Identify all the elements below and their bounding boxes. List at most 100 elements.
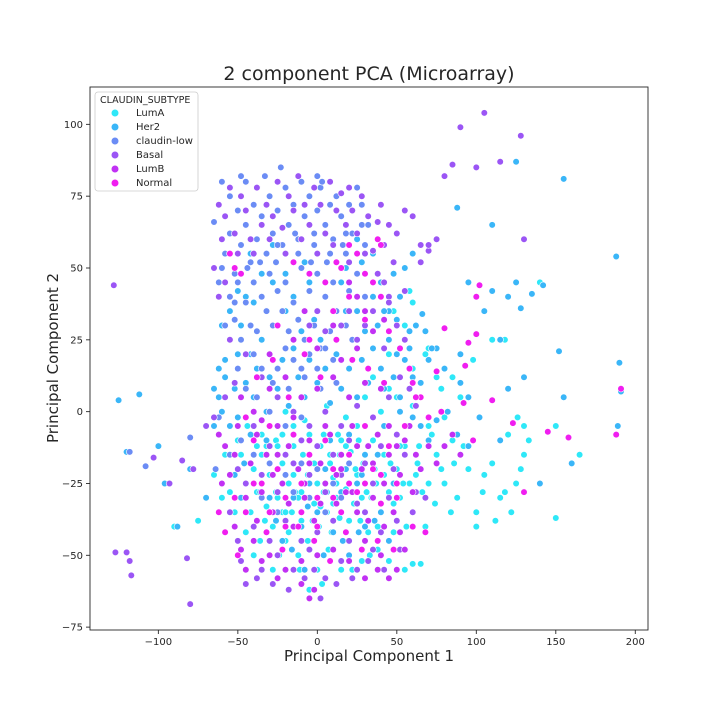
scatter-point <box>361 459 369 468</box>
scatter-point <box>261 517 269 525</box>
scatter-point <box>297 479 306 488</box>
scatter-point <box>226 508 234 516</box>
scatter-point <box>385 557 393 565</box>
scatter-point <box>377 551 385 559</box>
scatter-point <box>202 494 210 502</box>
scatter-point <box>250 436 258 445</box>
scatter-point <box>262 528 271 536</box>
scatter-point <box>544 428 552 436</box>
scatter-point <box>258 471 266 479</box>
scatter-point <box>269 379 277 387</box>
scatter-point <box>488 336 496 344</box>
scatter-point <box>326 201 334 209</box>
scatter-point <box>313 270 321 278</box>
scatter-point <box>269 522 277 531</box>
scatter-point <box>385 221 393 229</box>
scatter-point <box>612 252 620 261</box>
scatter-point <box>313 307 321 315</box>
scatter-point <box>353 307 361 315</box>
scatter-point <box>512 278 520 287</box>
scatter-point <box>313 365 321 373</box>
scatter-point <box>361 241 369 249</box>
scatter-point <box>329 373 337 381</box>
scatter-point <box>281 184 290 192</box>
scatter-point <box>488 221 496 229</box>
scatter-point <box>405 385 414 393</box>
scatter-point <box>110 281 118 289</box>
scatter-point <box>385 350 393 358</box>
scatter-point <box>313 206 321 215</box>
scatter-point <box>258 479 266 488</box>
scatter-point <box>294 522 302 531</box>
scatter-point <box>297 508 306 516</box>
scatter-point <box>396 393 404 401</box>
scatter-point <box>294 316 302 324</box>
scatter-point <box>405 327 414 335</box>
scatter-point <box>313 508 321 516</box>
scatter-point <box>326 431 334 439</box>
scatter-point <box>401 356 409 364</box>
legend-marker <box>110 178 120 188</box>
series-basal <box>110 109 528 608</box>
scatter-point <box>313 250 321 258</box>
scatter-point <box>301 574 309 582</box>
scatter-point <box>253 517 261 525</box>
scatter-point <box>266 537 274 545</box>
y-axis-label: Principal Component 2 <box>44 273 62 443</box>
y-tick-label: 50 <box>70 264 83 275</box>
scatter-point <box>266 270 274 278</box>
scatter-point <box>281 408 290 416</box>
scatter-point <box>399 479 407 488</box>
scatter-point <box>269 229 277 238</box>
scatter-point <box>337 508 345 516</box>
scatter-point <box>345 293 353 301</box>
scatter-point <box>614 422 622 430</box>
scatter-point <box>258 270 266 278</box>
scatter-point <box>305 192 314 200</box>
scatter-point <box>278 224 287 232</box>
y-axis-ticks: −75 −50 −25 0 25 50 75 100 <box>62 120 90 634</box>
scatter-point <box>363 488 371 496</box>
scatter-point <box>274 551 282 559</box>
scatter-point <box>305 287 314 295</box>
scatter-point <box>464 393 473 401</box>
scatter-point <box>329 545 337 554</box>
scatter-point <box>472 163 480 171</box>
scatter-point <box>274 488 282 496</box>
scatter-point <box>496 494 504 502</box>
scatter-point <box>218 264 226 272</box>
scatter-point <box>393 229 401 238</box>
scatter-point <box>496 436 504 445</box>
scatter-point <box>297 264 306 272</box>
scatter-point <box>421 528 430 536</box>
scatter-point <box>337 189 345 197</box>
x-tick-label: 150 <box>546 637 565 648</box>
scatter-point <box>390 465 398 473</box>
scatter-point <box>453 494 461 502</box>
scatter-point <box>261 172 269 180</box>
scatter-point <box>250 298 258 307</box>
scatter-point <box>337 385 345 393</box>
scatter-point <box>321 465 329 473</box>
scatter-point <box>313 385 321 393</box>
scatter-point <box>509 419 517 427</box>
scatter-point <box>425 442 433 450</box>
scatter-point <box>272 258 280 266</box>
scatter-point <box>234 551 242 559</box>
scatter-point <box>289 356 298 364</box>
scatter-point <box>234 537 242 545</box>
scatter-point <box>517 132 525 140</box>
scatter-point <box>417 379 425 387</box>
scatter-point <box>278 545 287 554</box>
scatter-point <box>390 258 398 266</box>
scatter-point <box>617 385 625 393</box>
scatter-point <box>221 393 229 401</box>
scatter-point <box>464 465 473 473</box>
scatter-point <box>380 566 388 574</box>
scatter-point <box>402 522 411 531</box>
scatter-point <box>231 494 239 502</box>
scatter-point <box>278 356 287 364</box>
scatter-point <box>266 459 274 468</box>
scatter-point <box>266 235 274 243</box>
scatter-point <box>262 436 271 445</box>
